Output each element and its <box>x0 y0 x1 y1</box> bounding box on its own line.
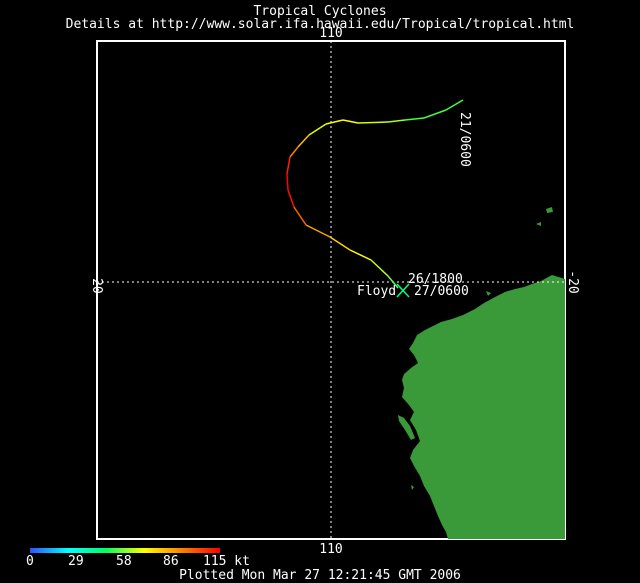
track-segment <box>404 117 425 121</box>
colorbar-tick: 86 <box>163 554 179 569</box>
plotted-timestamp: Plotted Mon Mar 27 12:21:45 GMT 2006 <box>179 568 461 583</box>
track-segment <box>305 224 331 238</box>
colorbar-tick: 0 <box>26 554 34 569</box>
track-segment <box>329 236 351 251</box>
chart-title: Tropical Cyclones <box>253 4 387 19</box>
storm-start-time: 21/0600 <box>457 112 472 167</box>
track-segment <box>357 121 389 124</box>
track-segment <box>342 119 359 124</box>
storm-position-marker <box>396 283 410 298</box>
track-segment <box>387 119 406 123</box>
longitude-label-bottom: 110 <box>319 542 342 557</box>
island-small <box>536 222 541 226</box>
latitude-label-left: -20 <box>89 270 104 293</box>
track-segment <box>289 146 299 158</box>
island-small <box>486 291 491 296</box>
island <box>398 415 415 440</box>
storm-track <box>286 99 464 289</box>
colorbar-tick: 115 kt <box>203 554 250 569</box>
colorbar-tick: 58 <box>116 554 132 569</box>
track-segment <box>445 99 464 111</box>
island-small <box>411 485 414 490</box>
track-segment <box>387 275 399 289</box>
island-small <box>546 207 553 213</box>
intensity-colorbar <box>30 548 220 553</box>
storm-mid-time: 26/1800 <box>408 272 463 287</box>
track-segment <box>349 249 372 261</box>
latitude-label-right: -20 <box>565 270 580 293</box>
track-segment <box>370 259 389 277</box>
longitude-label-top: 110 <box>319 26 342 41</box>
track-segment <box>423 109 447 119</box>
chart-subtitle: Details at http://www.solar.ifa.hawaii.e… <box>65 17 575 32</box>
storm-name: Floyd <box>357 284 396 299</box>
track-segment <box>308 123 327 136</box>
colorbar-tick: 29 <box>68 554 84 569</box>
track-segment <box>297 134 310 148</box>
track-segment <box>287 189 295 208</box>
track-segment <box>286 156 291 175</box>
track-segment <box>293 206 307 226</box>
storm-end-time: 27/0600 <box>414 284 469 299</box>
track-segment <box>325 119 344 125</box>
track-segment <box>286 173 289 191</box>
land-australia <box>402 275 565 539</box>
